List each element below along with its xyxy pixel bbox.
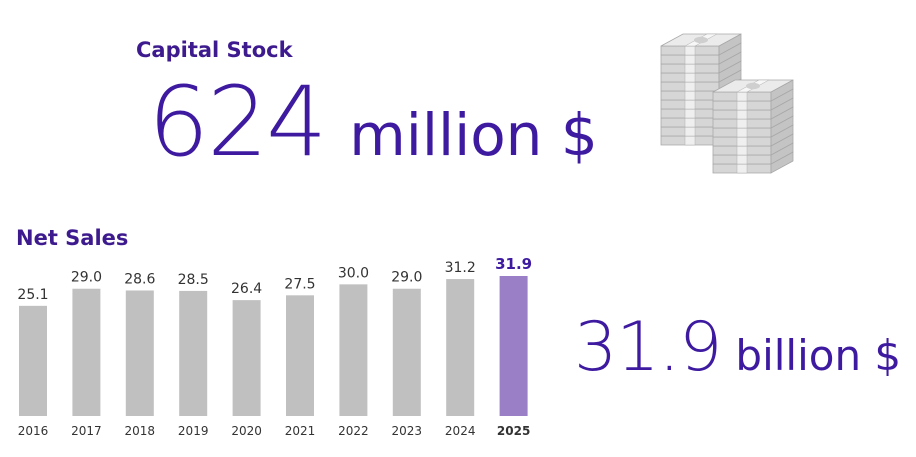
category-label-2016: 2016 (18, 424, 49, 438)
value-label-2020: 26.4 (231, 281, 262, 297)
category-label-2019: 2019 (178, 424, 209, 438)
net-sales-chart: 25.1 2016 29.0 2017 28.6 2018 28.5 2019 26.4 2020… (17, 255, 532, 438)
bar-2024 (446, 279, 475, 416)
capital-unit: million $ (349, 101, 598, 169)
value-label-2023: 29.0 (391, 270, 422, 286)
bar-2020 (232, 300, 261, 416)
category-label-2020: 2020 (231, 424, 262, 438)
bar-2022 (339, 284, 368, 416)
bar-2021 (286, 295, 314, 416)
bar-2019 (179, 290, 208, 416)
category-label-2021: 2021 (285, 424, 316, 438)
value-label-2017: 29.0 (71, 270, 102, 286)
capital-title: Capital Stock (136, 38, 293, 62)
value-label-2024: 31.2 (445, 260, 476, 276)
value-label-2021: 27.5 (284, 276, 315, 292)
bar-2017 (72, 288, 101, 416)
category-label-2024: 2024 (445, 424, 476, 438)
sales-big-number: 31.9 (574, 308, 722, 387)
category-label-2018: 2018 (125, 424, 156, 438)
category-label-2023: 2023 (392, 424, 423, 438)
category-label-2025: 2025 (497, 424, 530, 438)
value-label-2022: 30.0 (338, 265, 369, 281)
bar-2018 (125, 290, 154, 416)
value-label-2018: 28.6 (124, 271, 155, 287)
bar-2023 (392, 288, 421, 416)
money-stack-icon (660, 33, 794, 174)
bar-2016 (19, 305, 47, 416)
sales-title: Net Sales (16, 226, 129, 250)
category-label-2017: 2017 (71, 424, 102, 438)
sales-big-value: 31.9 billion $ (574, 308, 901, 387)
sales-big-unit: billion $ (735, 331, 902, 380)
capital-value: 624 million $ (148, 66, 598, 178)
value-label-2016: 25.1 (17, 287, 48, 303)
bar-2025 (499, 276, 528, 416)
value-label-2025: 31.9 (495, 255, 532, 273)
value-label-2019: 28.5 (178, 272, 209, 288)
category-label-2022: 2022 (338, 424, 369, 438)
money-stack-front (712, 79, 794, 174)
capital-number: 624 (148, 66, 327, 178)
